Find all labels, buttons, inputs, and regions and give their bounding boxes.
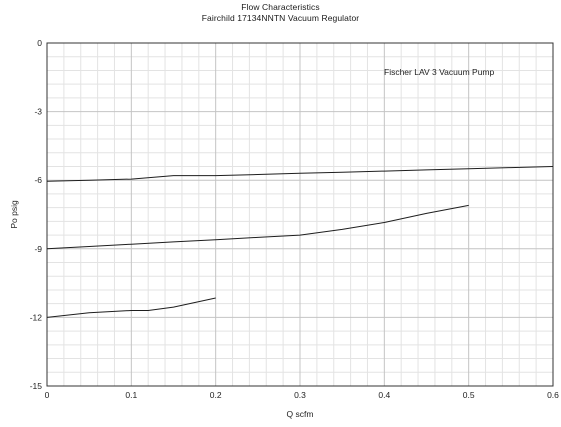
series-line-1: [46, 166, 554, 182]
y-axis-label: Po psig: [9, 200, 19, 229]
x-tick-label: 0.1: [125, 390, 137, 400]
pump-annotation: Fischer LAV 3 Vacuum Pump: [384, 67, 495, 77]
series-layer: [46, 166, 554, 318]
x-tick-label: 0.5: [463, 390, 475, 400]
x-tick-label: 0.4: [378, 390, 390, 400]
plot-area-frame: [46, 42, 554, 387]
chart-title: Flow Characteristics: [241, 2, 320, 12]
y-axis-ticks: 0 -3 -6 -9 -12 -15: [30, 38, 43, 391]
y-tick-label: -15: [30, 381, 43, 391]
y-tick-label: -9: [34, 244, 42, 254]
series-line-2: [46, 204, 469, 250]
y-tick-label: -3: [34, 107, 42, 117]
y-tick-label: -6: [34, 175, 42, 185]
x-tick-label: 0.6: [547, 390, 559, 400]
x-tick-label: 0.3: [294, 390, 306, 400]
chart-subtitle: Fairchild 17134NNTN Vacuum Regulator: [201, 13, 360, 23]
series-line-3: [46, 297, 216, 318]
y-tick-label: 0: [37, 38, 42, 48]
x-axis-ticks: 0 0.1 0.2 0.3 0.4 0.5 0.6: [45, 390, 560, 400]
y-tick-label: -12: [30, 312, 43, 322]
major-gridlines: [46, 42, 554, 387]
x-axis-label: Q scfm: [287, 409, 314, 419]
x-tick-label: 0.2: [210, 390, 222, 400]
x-tick-label: 0: [45, 390, 50, 400]
